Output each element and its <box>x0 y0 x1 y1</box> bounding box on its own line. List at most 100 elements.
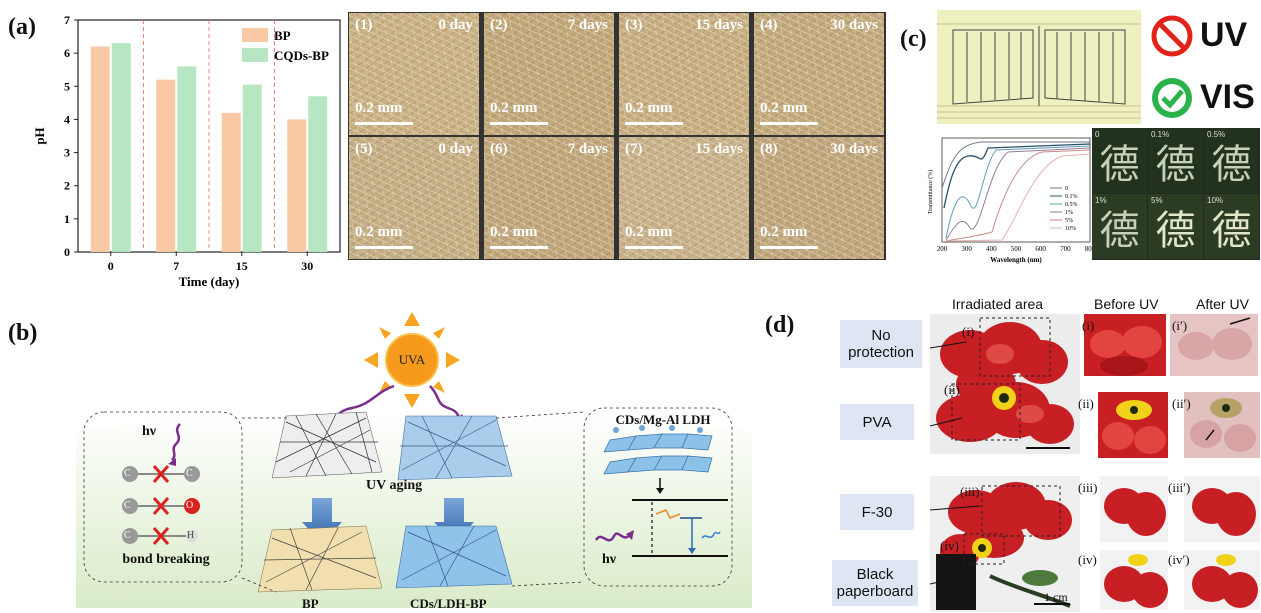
micrograph-day: 7 days <box>567 17 608 33</box>
scale-bar-label: 0.2 mm <box>625 100 673 116</box>
uv-text: UV <box>1200 16 1248 54</box>
after-uv-ii <box>1184 392 1260 458</box>
scale-bar-label: 0.2 mm <box>490 100 538 116</box>
atom-c2: C <box>186 468 193 479</box>
character-grid: 德 0 德 0.1% 德 0.5% 德 1% 德 5% 德 10% <box>1092 128 1260 260</box>
vis-text: VIS <box>1200 78 1255 116</box>
hv-right-label: hν <box>602 552 617 567</box>
spectrum-x-tick: 300 <box>961 245 972 253</box>
panel-label-a: (a) <box>8 14 36 40</box>
roman-iii-before: (iii) <box>1078 480 1098 495</box>
spectrum-ylabel: Transmittance (%) <box>927 170 934 215</box>
character-glyph: 德 <box>1155 141 1196 188</box>
character-tile: 德 1% <box>1092 194 1147 259</box>
panel-label-b: (b) <box>8 320 38 346</box>
no-protection-label: No protection <box>840 320 922 368</box>
spectrum-legend-label: 0.5% <box>1065 202 1078 208</box>
roman-iv-main: (iv) <box>940 538 959 553</box>
x-axis-label: Time (day) <box>179 274 240 289</box>
micrograph-day: 15 days <box>695 17 743 33</box>
before-uv-ii <box>1098 392 1168 458</box>
micrograph-5: (5) 0 day 0.2 mm <box>349 137 479 259</box>
spectrum-x-tick: 500 <box>1011 245 1022 253</box>
spectrum-x-tick: 800 <box>1085 245 1094 253</box>
character-tile-label: 10% <box>1207 196 1224 205</box>
character-glyph: 德 <box>1099 141 1140 188</box>
after-uv-iii <box>1184 476 1260 542</box>
bar-BP-0 <box>90 46 110 253</box>
scale-bar <box>625 122 683 125</box>
spectrum-legend-label: 1% <box>1065 210 1073 216</box>
y-tick-label: 7 <box>64 13 70 27</box>
x-tick-label: 7 <box>173 259 179 273</box>
bar-BP-30 <box>287 119 307 252</box>
uv-label-sheet <box>937 10 1141 124</box>
spectrum-xlabel: Wavelength (nm) <box>990 256 1042 264</box>
scale-bar-label: 0.2 mm <box>355 224 403 240</box>
scale-bar-label: 0.2 mm <box>760 100 808 116</box>
scale-bar <box>355 246 413 249</box>
ph-bar-chart: 0 1 2 3 4 5 6 7 pH 0 7 15 30 Time (day) BP CQDs-BP <box>32 13 341 289</box>
before-uv-iii <box>1100 476 1168 542</box>
bp-label: BP <box>302 596 319 611</box>
flower-photo-upper <box>930 314 1080 454</box>
bond-breaking-label: bond breaking <box>122 552 210 567</box>
scale-bar-label: 0.2 mm <box>355 100 403 116</box>
character-tile: 德 5% <box>1148 194 1203 259</box>
uv-aging-schematic: UVA UV aging hν hν bond breaking BP CDs/… <box>76 312 752 611</box>
black-paperboard-label: Black paperboard <box>832 560 918 606</box>
micrograph-number: (2) <box>490 17 508 33</box>
micrograph-7: (7) 15 days 0.2 mm <box>619 137 749 259</box>
legend-swatch-BP <box>242 28 268 42</box>
atom-h: H <box>187 530 195 541</box>
atom-c3: C <box>124 500 131 511</box>
y-tick-label: 0 <box>64 245 70 259</box>
y-tick-label: 3 <box>64 146 70 160</box>
roman-ip-after: (i′) <box>1172 318 1188 333</box>
before-uv-iv <box>1100 550 1168 610</box>
uva-sun-label: UVA <box>398 352 426 367</box>
character-tile: 德 0.1% <box>1148 128 1203 193</box>
spectrum-x-tick: 200 <box>937 245 948 253</box>
x-tick-label: 30 <box>301 259 313 273</box>
vis-check-icon <box>1152 78 1192 118</box>
roman-ii-main: (ii) <box>944 382 960 397</box>
roman-iiip-after: (iii′) <box>1168 480 1191 495</box>
micrograph-number: (8) <box>760 141 778 157</box>
scale-bar <box>490 246 548 249</box>
character-tile: 德 0.5% <box>1204 128 1259 193</box>
character-tile: 德 10% <box>1204 194 1259 259</box>
ldh-label: CDs/Mg-Al LDH <box>615 412 711 427</box>
scale-1cm: 1 cm <box>1044 590 1068 604</box>
y-tick-label: 1 <box>64 212 70 226</box>
y-tick-label: 5 <box>64 79 70 93</box>
before-uv-i <box>1084 314 1166 376</box>
bar-BP-15 <box>221 112 241 252</box>
character-glyph: 德 <box>1099 207 1140 254</box>
x-tick-label: 15 <box>236 259 248 273</box>
micrograph-4: (4) 30 days 0.2 mm <box>754 13 884 135</box>
after-uv-iv <box>1184 550 1260 610</box>
micrograph-day: 30 days <box>830 141 878 157</box>
roman-ii-before: (ii) <box>1078 396 1094 411</box>
micrograph-number: (4) <box>760 17 778 33</box>
before-uv-heading: Before UV <box>1094 296 1159 312</box>
bar-CQDs-BP-0 <box>111 43 131 253</box>
cds-ldh-bp-label: CDs/LDH-BP <box>410 596 487 611</box>
character-tile-label: 0.1% <box>1151 130 1170 139</box>
after-uv-heading: After UV <box>1196 296 1249 312</box>
spectrum-legend-label: 0.1% <box>1065 194 1078 200</box>
legend-label-BP: BP <box>274 28 291 43</box>
micrograph-day: 0 day <box>438 17 473 33</box>
panel-label-d: (d) <box>765 312 795 338</box>
micrograph-day: 30 days <box>830 17 878 33</box>
y-tick-label: 4 <box>64 112 70 126</box>
y-tick-label: 6 <box>64 46 70 60</box>
micrograph-number: (6) <box>490 141 508 157</box>
micrograph-8: (8) 30 days 0.2 mm <box>754 137 884 259</box>
flower-photo-lower <box>930 476 1080 612</box>
spectrum-x-tick: 600 <box>1035 245 1046 253</box>
pva-label: PVA <box>840 404 914 440</box>
scale-bar <box>760 246 818 249</box>
